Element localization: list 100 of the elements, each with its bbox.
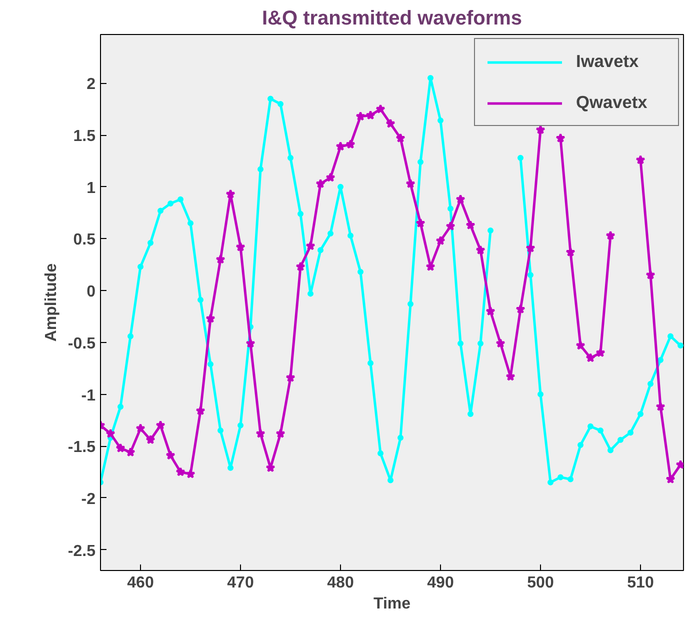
point xyxy=(588,423,594,430)
y-tick-label: 2 xyxy=(86,76,96,94)
point xyxy=(176,467,186,476)
point xyxy=(348,232,354,239)
x-tick-label: 510 xyxy=(627,574,654,592)
point xyxy=(136,423,146,433)
point xyxy=(336,141,346,151)
point xyxy=(126,447,136,457)
point xyxy=(188,220,194,226)
point xyxy=(298,210,304,217)
point xyxy=(278,100,284,107)
point xyxy=(196,406,206,416)
point xyxy=(418,159,424,166)
point xyxy=(558,474,564,480)
point xyxy=(326,172,336,182)
point xyxy=(576,340,586,350)
point xyxy=(308,290,314,297)
point xyxy=(636,154,646,164)
point xyxy=(236,242,246,252)
point xyxy=(178,196,184,202)
point xyxy=(346,139,356,149)
point xyxy=(396,133,406,142)
y-tick-label: -0.5 xyxy=(68,335,96,352)
point xyxy=(106,428,116,438)
point xyxy=(578,442,584,448)
point xyxy=(358,268,364,275)
point xyxy=(646,270,656,280)
point xyxy=(388,477,394,484)
point xyxy=(648,380,654,387)
point xyxy=(476,245,486,254)
y-tick-label: 0 xyxy=(86,284,96,301)
point xyxy=(386,118,396,128)
point xyxy=(146,434,156,444)
point xyxy=(548,479,554,486)
y-tick-label: -2 xyxy=(81,490,96,508)
point xyxy=(206,314,216,323)
point xyxy=(168,200,174,206)
point xyxy=(158,208,164,214)
legend-label: Iwavetx xyxy=(576,51,640,72)
point xyxy=(328,230,334,237)
point xyxy=(368,360,374,366)
point xyxy=(338,184,344,190)
point xyxy=(198,296,204,303)
point xyxy=(458,340,464,346)
x-tick-label: 460 xyxy=(127,574,154,592)
point xyxy=(416,218,426,228)
point xyxy=(318,247,324,254)
y-tick-label: -2.5 xyxy=(68,542,96,560)
x-tick-label: 500 xyxy=(527,574,554,592)
point xyxy=(226,189,236,198)
point xyxy=(148,240,154,246)
point xyxy=(528,272,534,278)
point xyxy=(296,262,306,271)
y-tick-label: 1 xyxy=(86,180,96,197)
point xyxy=(668,333,674,340)
point xyxy=(496,338,506,348)
point xyxy=(286,372,296,382)
y-axis-title: Amplitude xyxy=(42,263,60,342)
point xyxy=(466,220,476,230)
point xyxy=(448,206,454,212)
point xyxy=(256,428,266,438)
point xyxy=(408,301,414,308)
point xyxy=(538,391,544,398)
point xyxy=(666,474,676,484)
point xyxy=(246,338,256,348)
point xyxy=(186,469,196,478)
point xyxy=(658,357,664,364)
point xyxy=(118,404,124,410)
x-tick-label: 470 xyxy=(227,574,254,592)
point xyxy=(138,264,144,270)
point xyxy=(436,236,446,246)
point xyxy=(536,124,546,134)
x-tick-label: 480 xyxy=(327,574,354,592)
point xyxy=(556,133,566,142)
y-tick-label: 1.5 xyxy=(73,128,96,146)
x-axis-title: Time xyxy=(373,596,411,612)
legend-label: Qwavetx xyxy=(576,92,648,113)
point xyxy=(438,118,444,124)
point xyxy=(218,428,224,434)
point xyxy=(486,306,496,316)
point xyxy=(398,434,404,441)
point xyxy=(288,154,294,161)
point xyxy=(678,342,684,349)
point xyxy=(606,230,616,240)
point xyxy=(316,178,326,188)
point xyxy=(238,422,244,428)
point xyxy=(598,428,604,434)
point xyxy=(488,227,494,234)
point xyxy=(426,262,436,271)
point xyxy=(116,443,126,452)
point xyxy=(526,243,536,252)
point xyxy=(568,476,574,482)
point xyxy=(518,154,524,161)
point xyxy=(376,104,386,114)
point xyxy=(656,402,666,411)
point xyxy=(516,304,526,314)
point xyxy=(478,340,484,346)
point xyxy=(366,110,376,120)
y-tick-label: -1.5 xyxy=(68,439,96,456)
y-tick-label: 0.5 xyxy=(73,232,96,249)
